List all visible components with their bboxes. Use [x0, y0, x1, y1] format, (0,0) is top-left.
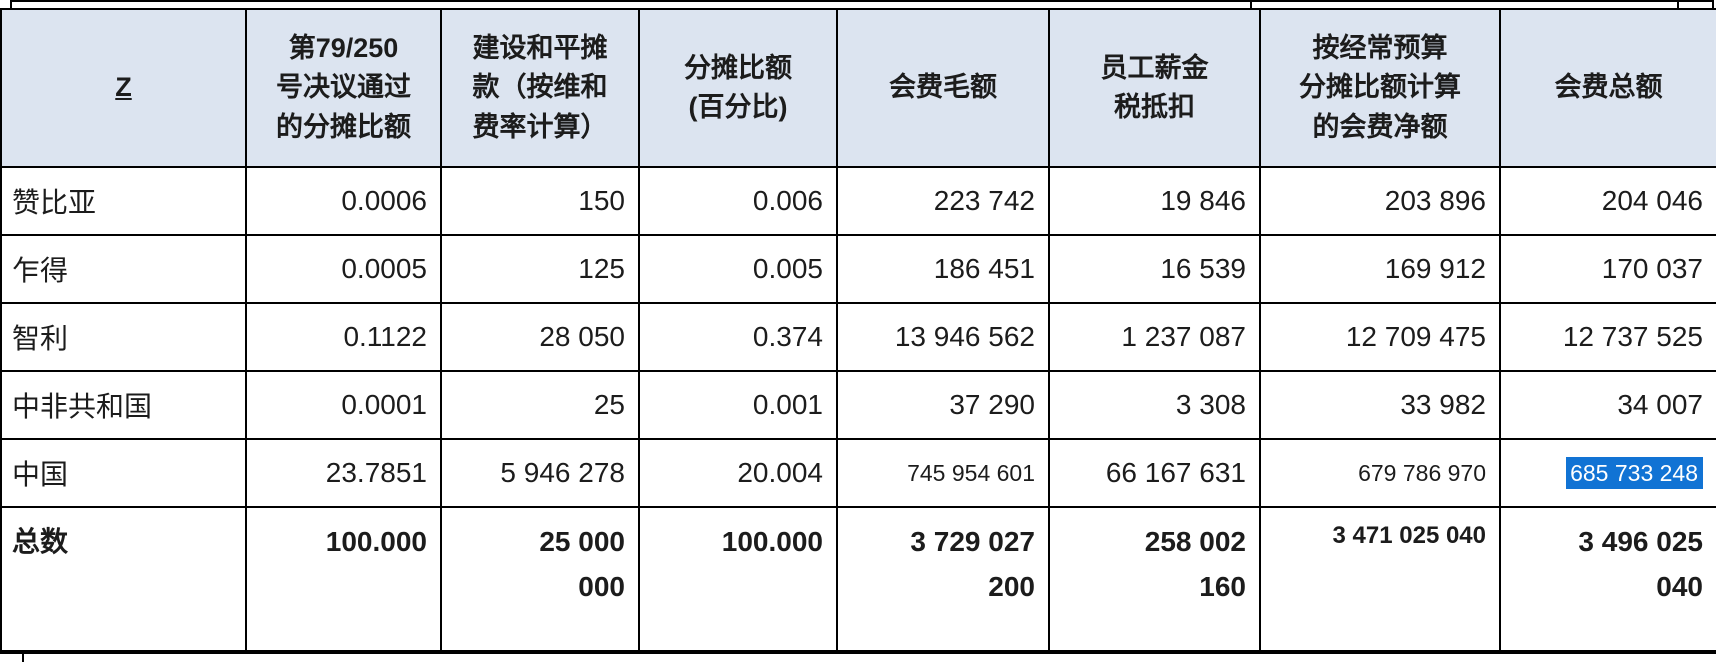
value-cell: 170 037 — [1499, 234, 1716, 304]
col-header-member-state: Z — [0, 8, 247, 168]
value-cell: 745 954 601 — [836, 438, 1050, 508]
value-cell: 19 846 — [1048, 166, 1261, 236]
table-row-total: 总数 100.000 25 000 000 100.000 3 729 027 … — [0, 506, 1716, 654]
value-cell: 0.0001 — [245, 370, 442, 440]
value-cell: 0.0005 — [245, 234, 442, 304]
value-cell: 16 539 — [1048, 234, 1261, 304]
country-cell: 中国 — [0, 438, 247, 508]
value-cell: 150 — [440, 166, 640, 236]
table-row-central-african-republic: 中非共和国 0.0001 25 0.001 37 290 3 308 33 98… — [0, 370, 1716, 440]
value-cell: 0.1122 — [245, 302, 442, 372]
value-cell: 0.005 — [638, 234, 838, 304]
value-cell: 169 912 — [1259, 234, 1501, 304]
value-cell: 186 451 — [836, 234, 1050, 304]
country-cell: 乍得 — [0, 234, 247, 304]
col-header-assessment-rate-res-79-250: 第79/250 号决议通过 的分摊比额 — [245, 8, 442, 168]
value-cell: 5 946 278 — [440, 438, 640, 508]
total-value-cell: 100.000 — [245, 506, 442, 654]
value-cell: 3 308 — [1048, 370, 1261, 440]
total-value-cell: 258 002 160 — [1048, 506, 1261, 654]
value-cell: 1 237 087 — [1048, 302, 1261, 372]
col-header-net-contribution-regular-budget: 按经常预算 分摊比额计算 的会费净额 — [1259, 8, 1501, 168]
value-cell: 66 167 631 — [1048, 438, 1261, 508]
value-cell: 12 709 475 — [1259, 302, 1501, 372]
country-cell: 赞比亚 — [0, 166, 247, 236]
value-cell: 37 290 — [836, 370, 1050, 440]
total-value-cell: 3 496 025 040 — [1499, 506, 1716, 654]
value-cell: 0.0006 — [245, 166, 442, 236]
value-cell: 204 046 — [1499, 166, 1716, 236]
member-state-header-label: Z — [115, 72, 132, 103]
value-cell: 223 742 — [836, 166, 1050, 236]
value-cell: 0.001 — [638, 370, 838, 440]
value-cell: 20.004 — [638, 438, 838, 508]
total-value-cell: 25 000 000 — [440, 506, 640, 654]
value-cell: 28 050 — [440, 302, 640, 372]
previous-row-clipped-edge — [0, 0, 1716, 8]
header-row: Z 第79/250 号决议通过 的分摊比额 建设和平摊 款（按维和 费率计算） … — [0, 8, 1716, 168]
col-header-assessment-rate-percent: 分摊比额 (百分比) — [638, 8, 838, 168]
total-value-cell: 3 471 025 040 — [1259, 506, 1501, 654]
value-cell: 25 — [440, 370, 640, 440]
country-cell: 智利 — [0, 302, 247, 372]
table-row-china: 中国 23.7851 5 946 278 20.004 745 954 601 … — [0, 438, 1716, 508]
value-cell: 12 737 525 — [1499, 302, 1716, 372]
total-label-cell: 总数 — [0, 506, 247, 654]
table-row-chad: 乍得 0.0005 125 0.005 186 451 16 539 169 9… — [0, 234, 1716, 304]
total-value-cell: 3 729 027 200 — [836, 506, 1050, 654]
value-cell: 679 786 970 — [1259, 438, 1501, 508]
value-cell: 34 007 — [1499, 370, 1716, 440]
value-cell: 33 982 — [1259, 370, 1501, 440]
col-header-total-contribution: 会费总额 — [1499, 8, 1716, 168]
value-cell: 685 733 248 — [1499, 438, 1716, 508]
value-cell: 203 896 — [1259, 166, 1501, 236]
assessment-contributions-table: Z 第79/250 号决议通过 的分摊比额 建设和平摊 款（按维和 费率计算） … — [0, 8, 1716, 654]
value-cell: 13 946 562 — [836, 302, 1050, 372]
next-row-clipped-edge — [0, 654, 1716, 662]
value-cell: 0.374 — [638, 302, 838, 372]
total-value-cell: 100.000 — [638, 506, 838, 654]
selected-text-highlight: 685 733 248 — [1566, 456, 1703, 489]
value-cell: 0.006 — [638, 166, 838, 236]
table-header: Z 第79/250 号决议通过 的分摊比额 建设和平摊 款（按维和 费率计算） … — [0, 8, 1716, 168]
table-row-zambia: 赞比亚 0.0006 150 0.006 223 742 19 846 203 … — [0, 166, 1716, 236]
col-header-gross-contribution: 会费毛额 — [836, 8, 1050, 168]
country-cell: 中非共和国 — [0, 370, 247, 440]
value-cell: 23.7851 — [245, 438, 442, 508]
col-header-staff-assessment-credit: 员工薪金 税抵扣 — [1048, 8, 1261, 168]
col-header-peacebuilding-contribution: 建设和平摊 款（按维和 费率计算） — [440, 8, 640, 168]
table-row-chile: 智利 0.1122 28 050 0.374 13 946 562 1 237 … — [0, 302, 1716, 372]
value-cell: 125 — [440, 234, 640, 304]
table-body: 赞比亚 0.0006 150 0.006 223 742 19 846 203 … — [0, 166, 1716, 654]
